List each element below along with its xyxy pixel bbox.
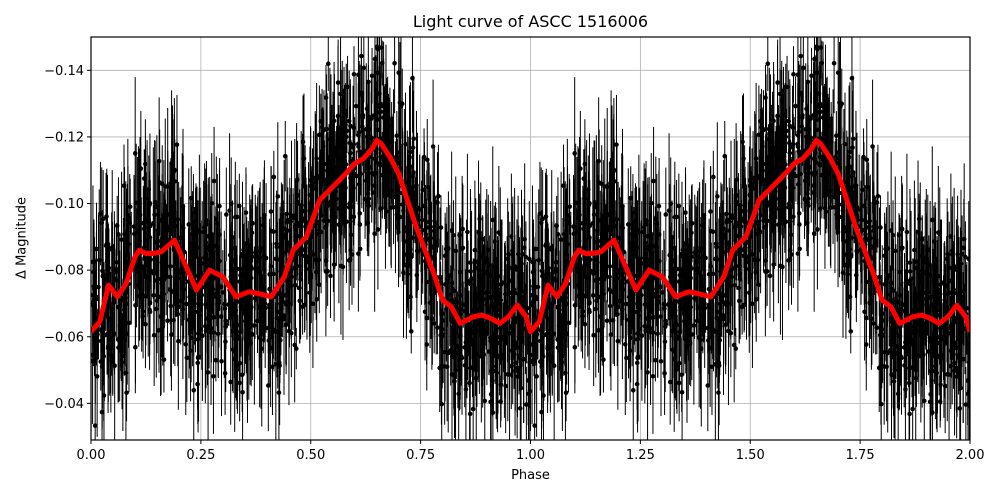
y-axis-ticks: −0.14−0.12−0.10−0.08−0.06−0.04 [44,64,91,412]
y-axis-label: Δ Magnitude [14,197,30,279]
observation-points [91,37,970,440]
x-axis-label: Phase [511,468,550,483]
x-axis-ticks: 0.00 0.25 0.50 0.75 1.00 1.25 1.50 1.75 2.00 [77,440,984,463]
chart-title: Light curve of ASCC 1516006 [412,12,649,31]
model-curve [91,137,970,335]
